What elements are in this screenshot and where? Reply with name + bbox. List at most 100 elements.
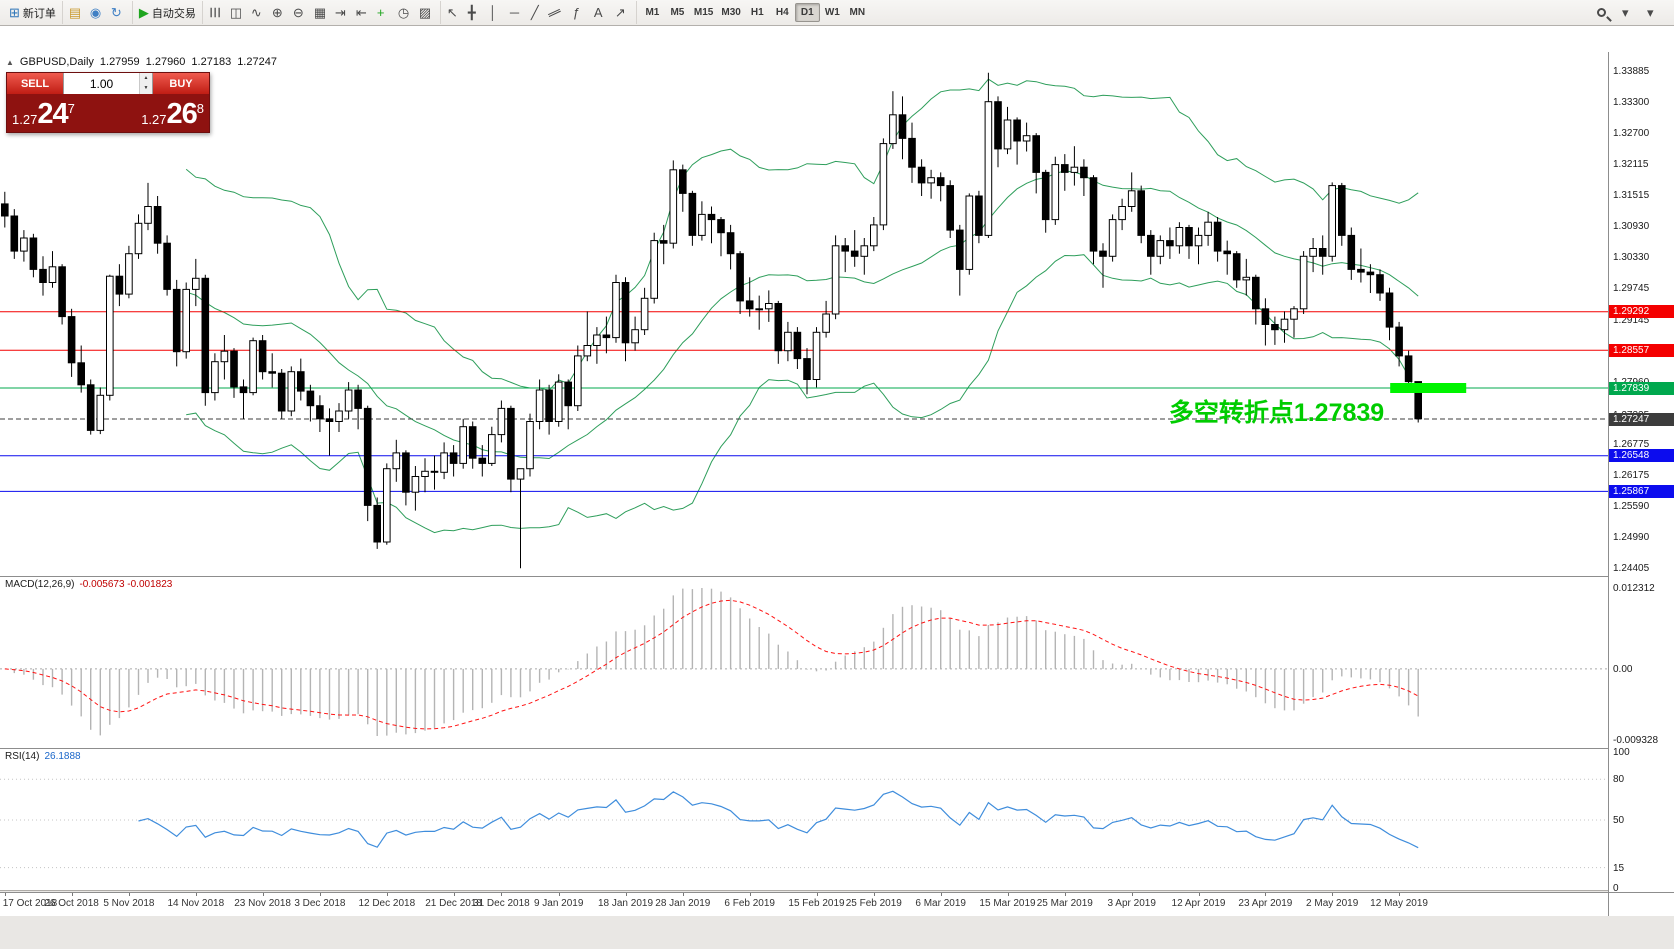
line-chart-icon: ∿ (250, 5, 262, 20)
chart-window[interactable]: 1.33885 1.33300 1.32700 1.32115 1.31515 1.309… (0, 26, 1674, 916)
buy-button[interactable]: BUY (153, 73, 209, 94)
trendline-button[interactable]: ╱ (528, 3, 549, 23)
volume-down-button[interactable]: ▼ (140, 83, 152, 94)
one-click-trading-panel: SELL ▲ ▼ BUY 1.27 24 7 1.27 26 8 (6, 72, 210, 133)
price-axis-label: 1.32700 (1613, 128, 1650, 140)
toolbar-right-cluster: ▾ ▾ (1594, 3, 1671, 23)
sell-button[interactable]: SELL (7, 73, 63, 94)
time-axis-label: 12 Dec 2018 (358, 898, 416, 909)
profiles-icon: ◉ (89, 5, 102, 20)
templates-button[interactable]: ▨ (416, 3, 437, 23)
volume-input[interactable] (64, 73, 139, 94)
window-menu-button[interactable]: ▾ (1644, 3, 1665, 23)
price-axis[interactable]: 1.33885 1.33300 1.32700 1.32115 1.31515 1.309… (1609, 52, 1674, 894)
refresh-button[interactable]: ↻ (108, 3, 129, 23)
horizontal-line-button[interactable]: ─ (507, 3, 528, 23)
new-order-button[interactable]: ⊞ 新订单 (6, 3, 59, 23)
auto-scroll-button[interactable]: ⇥ (332, 3, 353, 23)
time-axis-tick (1064, 892, 1066, 896)
time-axis-label: 25 Feb 2019 (845, 898, 902, 909)
text-button[interactable]: A (591, 3, 612, 23)
autotrading-icon: ▶ (138, 5, 149, 20)
zoom-in-icon: ⊕ (271, 5, 283, 20)
time-axis-tick (1332, 892, 1334, 896)
toolbar-options-button[interactable]: ▾ (1619, 3, 1640, 23)
price-badge-1.28557: 1.28557 (1609, 343, 1674, 357)
line-chart-button[interactable]: ∿ (248, 3, 269, 23)
price-axis-label: 1.33885 (1613, 66, 1650, 77)
channel-button[interactable]: ∥ (547, 3, 570, 23)
time-axis-tick (195, 892, 197, 896)
timeframe-w1[interactable]: W1 (820, 3, 845, 22)
candlestick-icon: ◫ (229, 5, 243, 20)
time-axis-tick (625, 892, 627, 896)
macd-pane-separator[interactable] (0, 576, 1674, 577)
buy-price-display[interactable]: 1.27 26 8 (141, 100, 204, 132)
time-axis-label: 26 Oct 2018 (44, 898, 99, 909)
time-axis-tick (1131, 892, 1133, 896)
profiles-button[interactable]: ◉ (87, 3, 108, 23)
time-axis-label: 6 Mar 2019 (915, 898, 966, 909)
vertical-line-button[interactable]: │ (486, 3, 507, 23)
tile-windows-button[interactable]: ▦ (311, 3, 332, 23)
arrows-button[interactable]: ↗ (612, 3, 633, 23)
autotrading-button-label: 自动交易 (151, 7, 196, 20)
price-axis-label: 1.31515 (1613, 190, 1650, 202)
buy-price-point: 8 (196, 101, 204, 116)
timeframe-h4[interactable]: H4 (770, 3, 795, 22)
indicators-button[interactable]: + (374, 3, 395, 23)
cursor-button[interactable]: ↖ (444, 3, 465, 23)
main-price-pane[interactable] (0, 52, 1608, 576)
bar-chart-button[interactable]: ☰ (206, 3, 227, 23)
price-axis-label: 1.24405 (1613, 563, 1650, 574)
timeframe-m30[interactable]: M30 (717, 3, 744, 22)
volume-up-button[interactable]: ▲ (140, 73, 152, 84)
chart-shift-icon: ⇤ (355, 5, 367, 20)
time-axis-label: 25 Mar 2019 (1036, 898, 1093, 909)
zoom-out-button[interactable]: ⊖ (290, 3, 311, 23)
search-button[interactable] (1594, 3, 1615, 23)
macd-pane[interactable] (0, 576, 1608, 748)
timeframe-m5[interactable]: M5 (665, 3, 690, 22)
macd-histogram (13, 588, 1419, 736)
time-axis-label: 15 Feb 2019 (788, 898, 845, 909)
timeframe-m15[interactable]: M15 (690, 3, 717, 22)
timeframe-d1[interactable]: D1 (794, 3, 820, 22)
rsi-pane[interactable] (0, 748, 1608, 892)
search-icon (1597, 8, 1606, 17)
panel-toggle-icon[interactable]: ▲ (6, 57, 14, 67)
crosshair-button[interactable]: ╋ (465, 3, 486, 23)
charts-dropdown-button[interactable]: ▤ (66, 3, 87, 23)
pivot-annotation: 多空转折点1.27839 (1168, 399, 1385, 427)
zoom-in-button[interactable]: ⊕ (269, 3, 290, 23)
chart-shift-button[interactable]: ⇤ (353, 3, 374, 23)
time-axis-tick (816, 892, 818, 896)
sell-price-display[interactable]: 1.27 24 7 (12, 100, 75, 132)
time-axis-label: 21 Dec 2018 (425, 898, 482, 909)
periods-button[interactable]: ◷ (395, 3, 416, 23)
time-axis-tick (1198, 892, 1200, 896)
time-axis-tick (749, 892, 751, 896)
time-axis[interactable]: 17 Oct 2018 26 Oct 2018 5 Nov 2018 14 Nov 2… (0, 892, 1608, 916)
timeframe-mn[interactable]: MN (845, 3, 870, 22)
ohlc-readout: ▲ GBPUSD,Daily 1.27959 1.27960 1.27183 1… (6, 56, 277, 68)
rsi-axis-label: 100 (1613, 747, 1630, 758)
timeframe-h1[interactable]: H1 (745, 3, 770, 22)
price-badge-1.27247: 1.27247 (1609, 412, 1674, 426)
rsi-pane-separator[interactable] (0, 748, 1674, 749)
time-axis-tick (558, 892, 560, 896)
price-badge-1.26548: 1.26548 (1609, 449, 1674, 463)
cursor-icon: ↖ (446, 5, 458, 20)
timeframe-m1[interactable]: M1 (640, 3, 665, 22)
time-axis-label: 5 Nov 2018 (103, 898, 155, 909)
macd-axis-label: 0.012312 (1613, 583, 1655, 594)
autotrading-button[interactable]: ▶ 自动交易 (136, 3, 199, 23)
time-axis-tick (128, 892, 130, 896)
pivot-highlight-rect[interactable] (1390, 383, 1467, 393)
auto-scroll-icon: ⇥ (334, 5, 346, 20)
fibonacci-button[interactable]: ƒ (570, 3, 591, 23)
price-axis-label: 1.24990 (1613, 532, 1650, 544)
candlestick-button[interactable]: ◫ (227, 3, 248, 23)
time-axis-tick (873, 892, 875, 896)
time-axis-label: 23 Apr 2019 (1238, 898, 1293, 909)
